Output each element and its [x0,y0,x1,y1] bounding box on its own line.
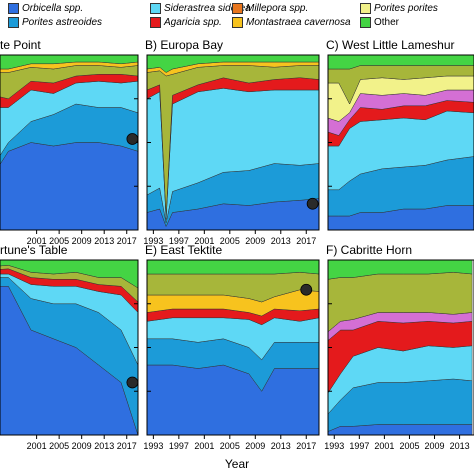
legend-label: Orbicella spp. [22,3,84,14]
x-tick-label: 2005 [49,236,69,246]
x-tick-label: 2013 [450,441,470,451]
legend: Orbicella spp. Siderastrea siderea Millepo… [0,0,474,32]
event-marker [126,133,139,145]
x-tick-label: 2009 [72,236,92,246]
legend-item: Montastraea cavernosa [232,17,351,28]
legend-item: Orbicella spp. [8,3,83,14]
panel-plot-area [328,260,473,435]
x-tick-label: 2005 [220,441,240,451]
event-marker [126,376,139,389]
area-series-other [147,260,319,275]
x-tick-label: 2005 [220,236,240,246]
x-tick-label: 1993 [324,441,344,451]
legend-item: Porites astreoides [8,17,102,28]
panel-title: C) West Little Lameshur [326,38,455,52]
legend-label: Other [374,17,400,28]
panel-plot-area [328,55,474,230]
legend-swatch [232,17,243,28]
legend-swatch [8,3,19,14]
area-series-other [328,260,473,280]
x-tick-label: 2001 [27,441,47,451]
x-tick-label: 2001 [27,236,47,246]
event-marker [306,197,319,210]
panel-plot-area [147,260,319,435]
event-marker [300,283,313,296]
legend-label: Millepora spp. [246,3,309,14]
x-tick-label: 2001 [374,441,394,451]
x-tick-label: 1997 [169,236,189,246]
x-tick-label: 2001 [194,441,214,451]
x-tick-label: 2013 [271,441,291,451]
x-tick-label: 2013 [94,236,114,246]
legend-swatch [8,17,19,28]
area-series-other [0,260,138,289]
x-tick-label: 2017 [296,441,316,451]
x-tick-label: 2017 [117,236,137,246]
panel-title: E) East Tektite [145,243,223,257]
x-tick-label: 2009 [425,441,445,451]
legend-swatch [360,17,371,28]
x-tick-label: 2009 [245,236,265,246]
legend-swatch [232,3,243,14]
x-tick-label: 1993 [143,236,163,246]
x-tick-label: 2013 [271,236,291,246]
panel-title: B) Europa Bay [145,38,224,52]
area-series-orbicella [147,364,319,435]
x-tick-label: 1993 [143,441,163,451]
panel-title: F) Cabritte Horn [326,243,413,257]
legend-swatch [150,3,161,14]
legend-label: Porites astreoides [22,17,103,28]
legend-item: Other [360,17,399,28]
x-tick-label: 2009 [72,441,92,451]
x-tick-label: 1997 [349,441,369,451]
x-axis-title: Year [224,457,250,471]
panel-title: rtune's Table [0,243,68,257]
legend-label: Porites porites [374,3,438,14]
x-tick-label: 2017 [296,236,316,246]
x-tick-label: 2017 [117,441,137,451]
legend-item: Porites porites [360,3,438,14]
area-series-other [0,55,138,70]
area-series-orbicella [0,142,138,230]
legend-label: Agaricia spp. [164,17,222,28]
x-tick-label: 2009 [245,441,265,451]
x-tick-label: 1997 [169,441,189,451]
x-tick-label: 2005 [49,441,69,451]
panel-plot-area [147,55,319,230]
panel-title: te Point [0,38,41,52]
legend-item: Siderastrea siderea [150,3,251,14]
legend-item: Millepora spp. [232,3,308,14]
x-tick-label: 2001 [194,236,214,246]
panel-plot-area [0,55,138,230]
area-series-other [328,55,474,70]
x-tick-label: 2005 [399,441,419,451]
legend-label: Siderastrea siderea [164,3,251,14]
legend-swatch [360,3,371,14]
area-series-other [147,55,319,73]
panel-plot-area [0,260,138,435]
legend-label: Montastraea cavernosa [246,17,351,28]
x-tick-label: 2013 [94,441,114,451]
legend-swatch [150,17,161,28]
legend-item: Agaricia spp. [150,17,222,28]
